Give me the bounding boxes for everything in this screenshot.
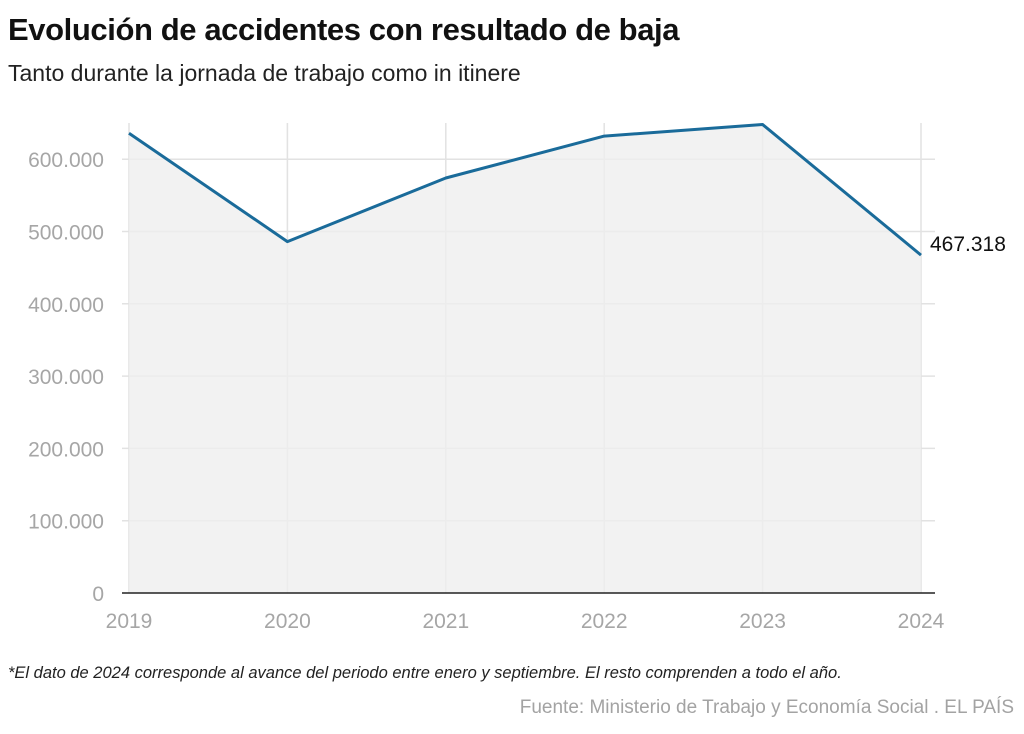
y-axis-ticks: 0 100.000 200.000 300.000 400.000 500.000 600.… — [28, 149, 104, 606]
x-tick-label: 2022 — [581, 610, 628, 633]
x-tick-label: 2024 — [898, 610, 945, 633]
chart-subtitle: Tanto durante la jornada de trabajo como… — [8, 60, 521, 86]
footnote: *El dato de 2024 corresponde al avance d… — [8, 664, 842, 682]
x-tick-label: 2020 — [264, 610, 311, 633]
chart-title: Evolución de accidentes con resultado de… — [8, 12, 680, 47]
end-value-label: 467.318 — [930, 233, 1006, 256]
source-credit: Fuente: Ministerio de Trabajo y Economía… — [519, 697, 1014, 718]
x-axis-ticks: 2019 2020 2021 2022 2023 2024 — [106, 610, 945, 633]
x-tick-label: 2023 — [739, 610, 786, 633]
x-tick-label: 2021 — [422, 610, 469, 633]
y-tick-label: 500.000 — [28, 222, 104, 245]
y-tick-label: 0 — [92, 583, 104, 606]
y-tick-label: 100.000 — [28, 511, 104, 534]
series-line — [128, 123, 922, 257]
area-fill — [129, 124, 921, 593]
y-tick-label: 600.000 — [28, 149, 104, 172]
y-tick-label: 400.000 — [28, 294, 104, 317]
area-chart: 0 100.000 200.000 300.000 400.000 500.000 600.… — [28, 123, 1006, 633]
y-tick-label: 200.000 — [28, 438, 104, 461]
x-tick-label: 2019 — [106, 610, 153, 633]
y-tick-label: 300.000 — [28, 366, 104, 389]
